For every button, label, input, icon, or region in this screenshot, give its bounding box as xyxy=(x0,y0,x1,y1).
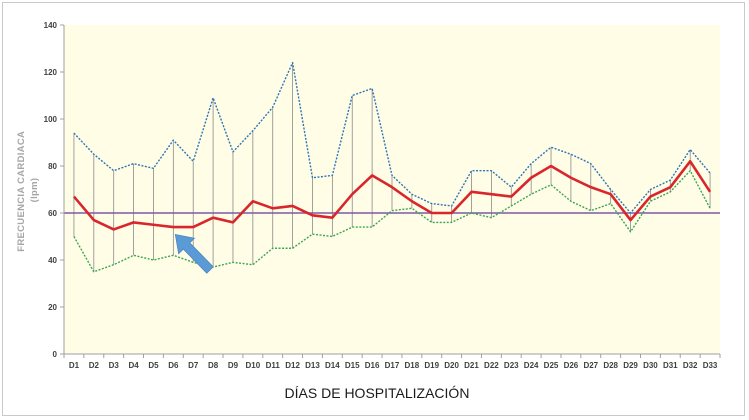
x-tick-label: D13 xyxy=(305,361,320,370)
x-tick-label: D6 xyxy=(168,361,179,370)
x-tick-label: D2 xyxy=(89,361,100,370)
x-tick-label: D29 xyxy=(623,361,638,370)
x-axis-title: DÍAS DE HOSPITALIZACIÓN xyxy=(285,385,470,401)
y-tick-label: 120 xyxy=(44,68,58,77)
x-tick-label: D4 xyxy=(128,361,139,370)
y-tick-label: 20 xyxy=(48,303,57,312)
x-tick-label: D16 xyxy=(365,361,380,370)
x-tick-label: D11 xyxy=(266,361,281,370)
x-tick-label: D19 xyxy=(424,361,439,370)
series-line-max xyxy=(73,61,711,214)
x-tick-label: D22 xyxy=(484,361,499,370)
y-tick-label: 40 xyxy=(48,256,57,265)
x-tick-label: D31 xyxy=(663,361,678,370)
y-tick-label: 60 xyxy=(48,209,57,218)
x-tick-label: D20 xyxy=(444,361,459,370)
x-tick-label: D3 xyxy=(109,361,120,370)
x-tick-label: D12 xyxy=(285,361,300,370)
x-tick-label: D15 xyxy=(345,361,360,370)
x-tick-label: D24 xyxy=(524,361,539,370)
series-line-mean xyxy=(72,160,712,231)
y-tick-label: 100 xyxy=(44,115,58,124)
y-tick-label: 80 xyxy=(48,162,57,171)
x-tick-label: D8 xyxy=(208,361,219,370)
x-tick-label: D28 xyxy=(603,361,618,370)
x-tick-label: D14 xyxy=(325,361,340,370)
annotation-arrow xyxy=(174,233,214,274)
x-tick-label: D7 xyxy=(188,361,199,370)
series-line-min xyxy=(73,169,711,273)
x-tick-label: D33 xyxy=(703,361,718,370)
annotation-arrow-shape xyxy=(174,233,214,274)
x-tick-label: D21 xyxy=(464,361,479,370)
x-tick-label: D30 xyxy=(643,361,658,370)
x-tick-label: D25 xyxy=(544,361,559,370)
x-tick-label: D18 xyxy=(405,361,420,370)
y-axis-title: FRECUENCIA CARDIACA (lpm) xyxy=(16,128,40,252)
x-tick-label: D5 xyxy=(148,361,159,370)
y-tick-label: 140 xyxy=(44,21,58,30)
y-tick-label: 0 xyxy=(53,350,58,359)
x-tick-label: D10 xyxy=(246,361,261,370)
x-tick-label: D23 xyxy=(504,361,519,370)
x-tick-label: D27 xyxy=(583,361,598,370)
x-tick-label: D9 xyxy=(228,361,239,370)
x-tick-label: D1 xyxy=(69,361,80,370)
x-tick-label: D17 xyxy=(385,361,400,370)
x-tick-label: D32 xyxy=(683,361,698,370)
x-tick-label: D26 xyxy=(564,361,579,370)
